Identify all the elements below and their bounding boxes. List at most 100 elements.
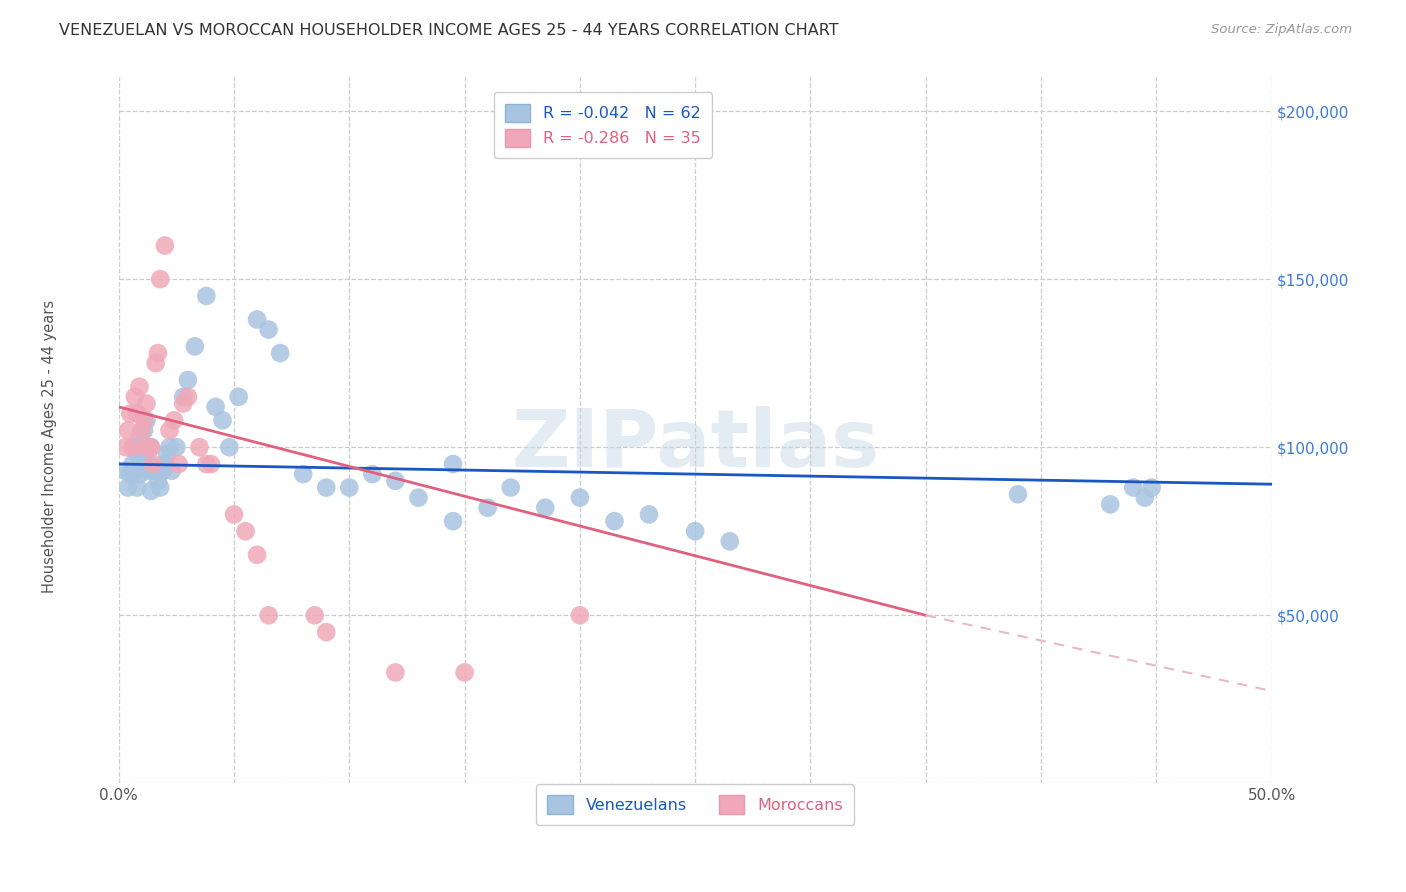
Point	[138, 457, 160, 471]
Point	[120, 407, 142, 421]
Point	[121, 457, 143, 471]
Point	[384, 665, 406, 680]
Point	[142, 457, 165, 471]
Point	[139, 483, 162, 498]
Point	[718, 534, 741, 549]
Point	[142, 464, 165, 478]
Point	[127, 447, 149, 461]
Point	[152, 464, 174, 478]
Point	[453, 665, 475, 680]
Text: Householder Income Ages 25 - 44 years: Householder Income Ages 25 - 44 years	[42, 300, 56, 592]
Point	[145, 464, 167, 478]
Point	[159, 424, 181, 438]
Point	[149, 481, 172, 495]
Point	[304, 608, 326, 623]
Point	[188, 440, 211, 454]
Point	[246, 312, 269, 326]
Point	[235, 524, 257, 539]
Point	[146, 346, 169, 360]
Point	[165, 440, 187, 454]
Point	[131, 424, 153, 438]
Point	[127, 481, 149, 495]
Point	[228, 390, 250, 404]
Legend: Venezuelans, Moroccans: Venezuelans, Moroccans	[536, 784, 853, 825]
Point	[132, 447, 155, 461]
Point	[120, 467, 142, 482]
Point	[114, 464, 136, 478]
Point	[337, 481, 360, 495]
Point	[1007, 487, 1029, 501]
Point	[163, 413, 186, 427]
Text: Source: ZipAtlas.com: Source: ZipAtlas.com	[1212, 23, 1353, 37]
Point	[361, 467, 384, 482]
Point	[441, 457, 464, 471]
Point	[603, 514, 626, 528]
Point	[177, 373, 200, 387]
Point	[204, 400, 226, 414]
Point	[1122, 481, 1144, 495]
Point	[177, 390, 200, 404]
Point	[135, 413, 157, 427]
Point	[1133, 491, 1156, 505]
Point	[315, 481, 337, 495]
Point	[211, 413, 233, 427]
Point	[135, 464, 157, 478]
Point	[159, 440, 181, 454]
Text: VENEZUELAN VS MOROCCAN HOUSEHOLDER INCOME AGES 25 - 44 YEARS CORRELATION CHART: VENEZUELAN VS MOROCCAN HOUSEHOLDER INCOM…	[59, 23, 838, 38]
Point	[292, 467, 315, 482]
Point	[128, 380, 150, 394]
Point	[1099, 497, 1122, 511]
Point	[121, 440, 143, 454]
Point	[156, 447, 179, 461]
Point	[117, 424, 139, 438]
Point	[222, 508, 245, 522]
Point	[124, 464, 146, 478]
Point	[138, 440, 160, 454]
Point	[534, 500, 557, 515]
Point	[172, 396, 194, 410]
Point	[568, 491, 591, 505]
Point	[128, 430, 150, 444]
Point	[568, 608, 591, 623]
Text: ZIPatlas: ZIPatlas	[510, 406, 879, 483]
Point	[146, 474, 169, 488]
Point	[269, 346, 291, 360]
Point	[153, 457, 176, 471]
Point	[132, 413, 155, 427]
Point	[195, 457, 218, 471]
Point	[149, 272, 172, 286]
Point	[128, 467, 150, 482]
Point	[139, 440, 162, 454]
Point	[160, 464, 183, 478]
Point	[441, 514, 464, 528]
Point	[139, 440, 162, 454]
Point	[257, 322, 280, 336]
Point	[477, 500, 499, 515]
Point	[638, 508, 661, 522]
Point	[683, 524, 706, 539]
Point	[315, 625, 337, 640]
Point	[124, 440, 146, 454]
Point	[124, 390, 146, 404]
Point	[184, 339, 207, 353]
Point	[195, 289, 218, 303]
Point	[246, 548, 269, 562]
Point	[117, 481, 139, 495]
Point	[138, 440, 160, 454]
Point	[167, 457, 190, 471]
Point	[408, 491, 430, 505]
Point	[132, 424, 155, 438]
Point	[135, 396, 157, 410]
Point	[145, 356, 167, 370]
Point	[135, 440, 157, 454]
Point	[257, 608, 280, 623]
Point	[499, 481, 522, 495]
Point	[218, 440, 240, 454]
Point	[114, 440, 136, 454]
Point	[153, 238, 176, 252]
Point	[127, 407, 149, 421]
Point	[172, 390, 194, 404]
Point	[200, 457, 222, 471]
Point	[131, 440, 153, 454]
Point	[131, 457, 153, 471]
